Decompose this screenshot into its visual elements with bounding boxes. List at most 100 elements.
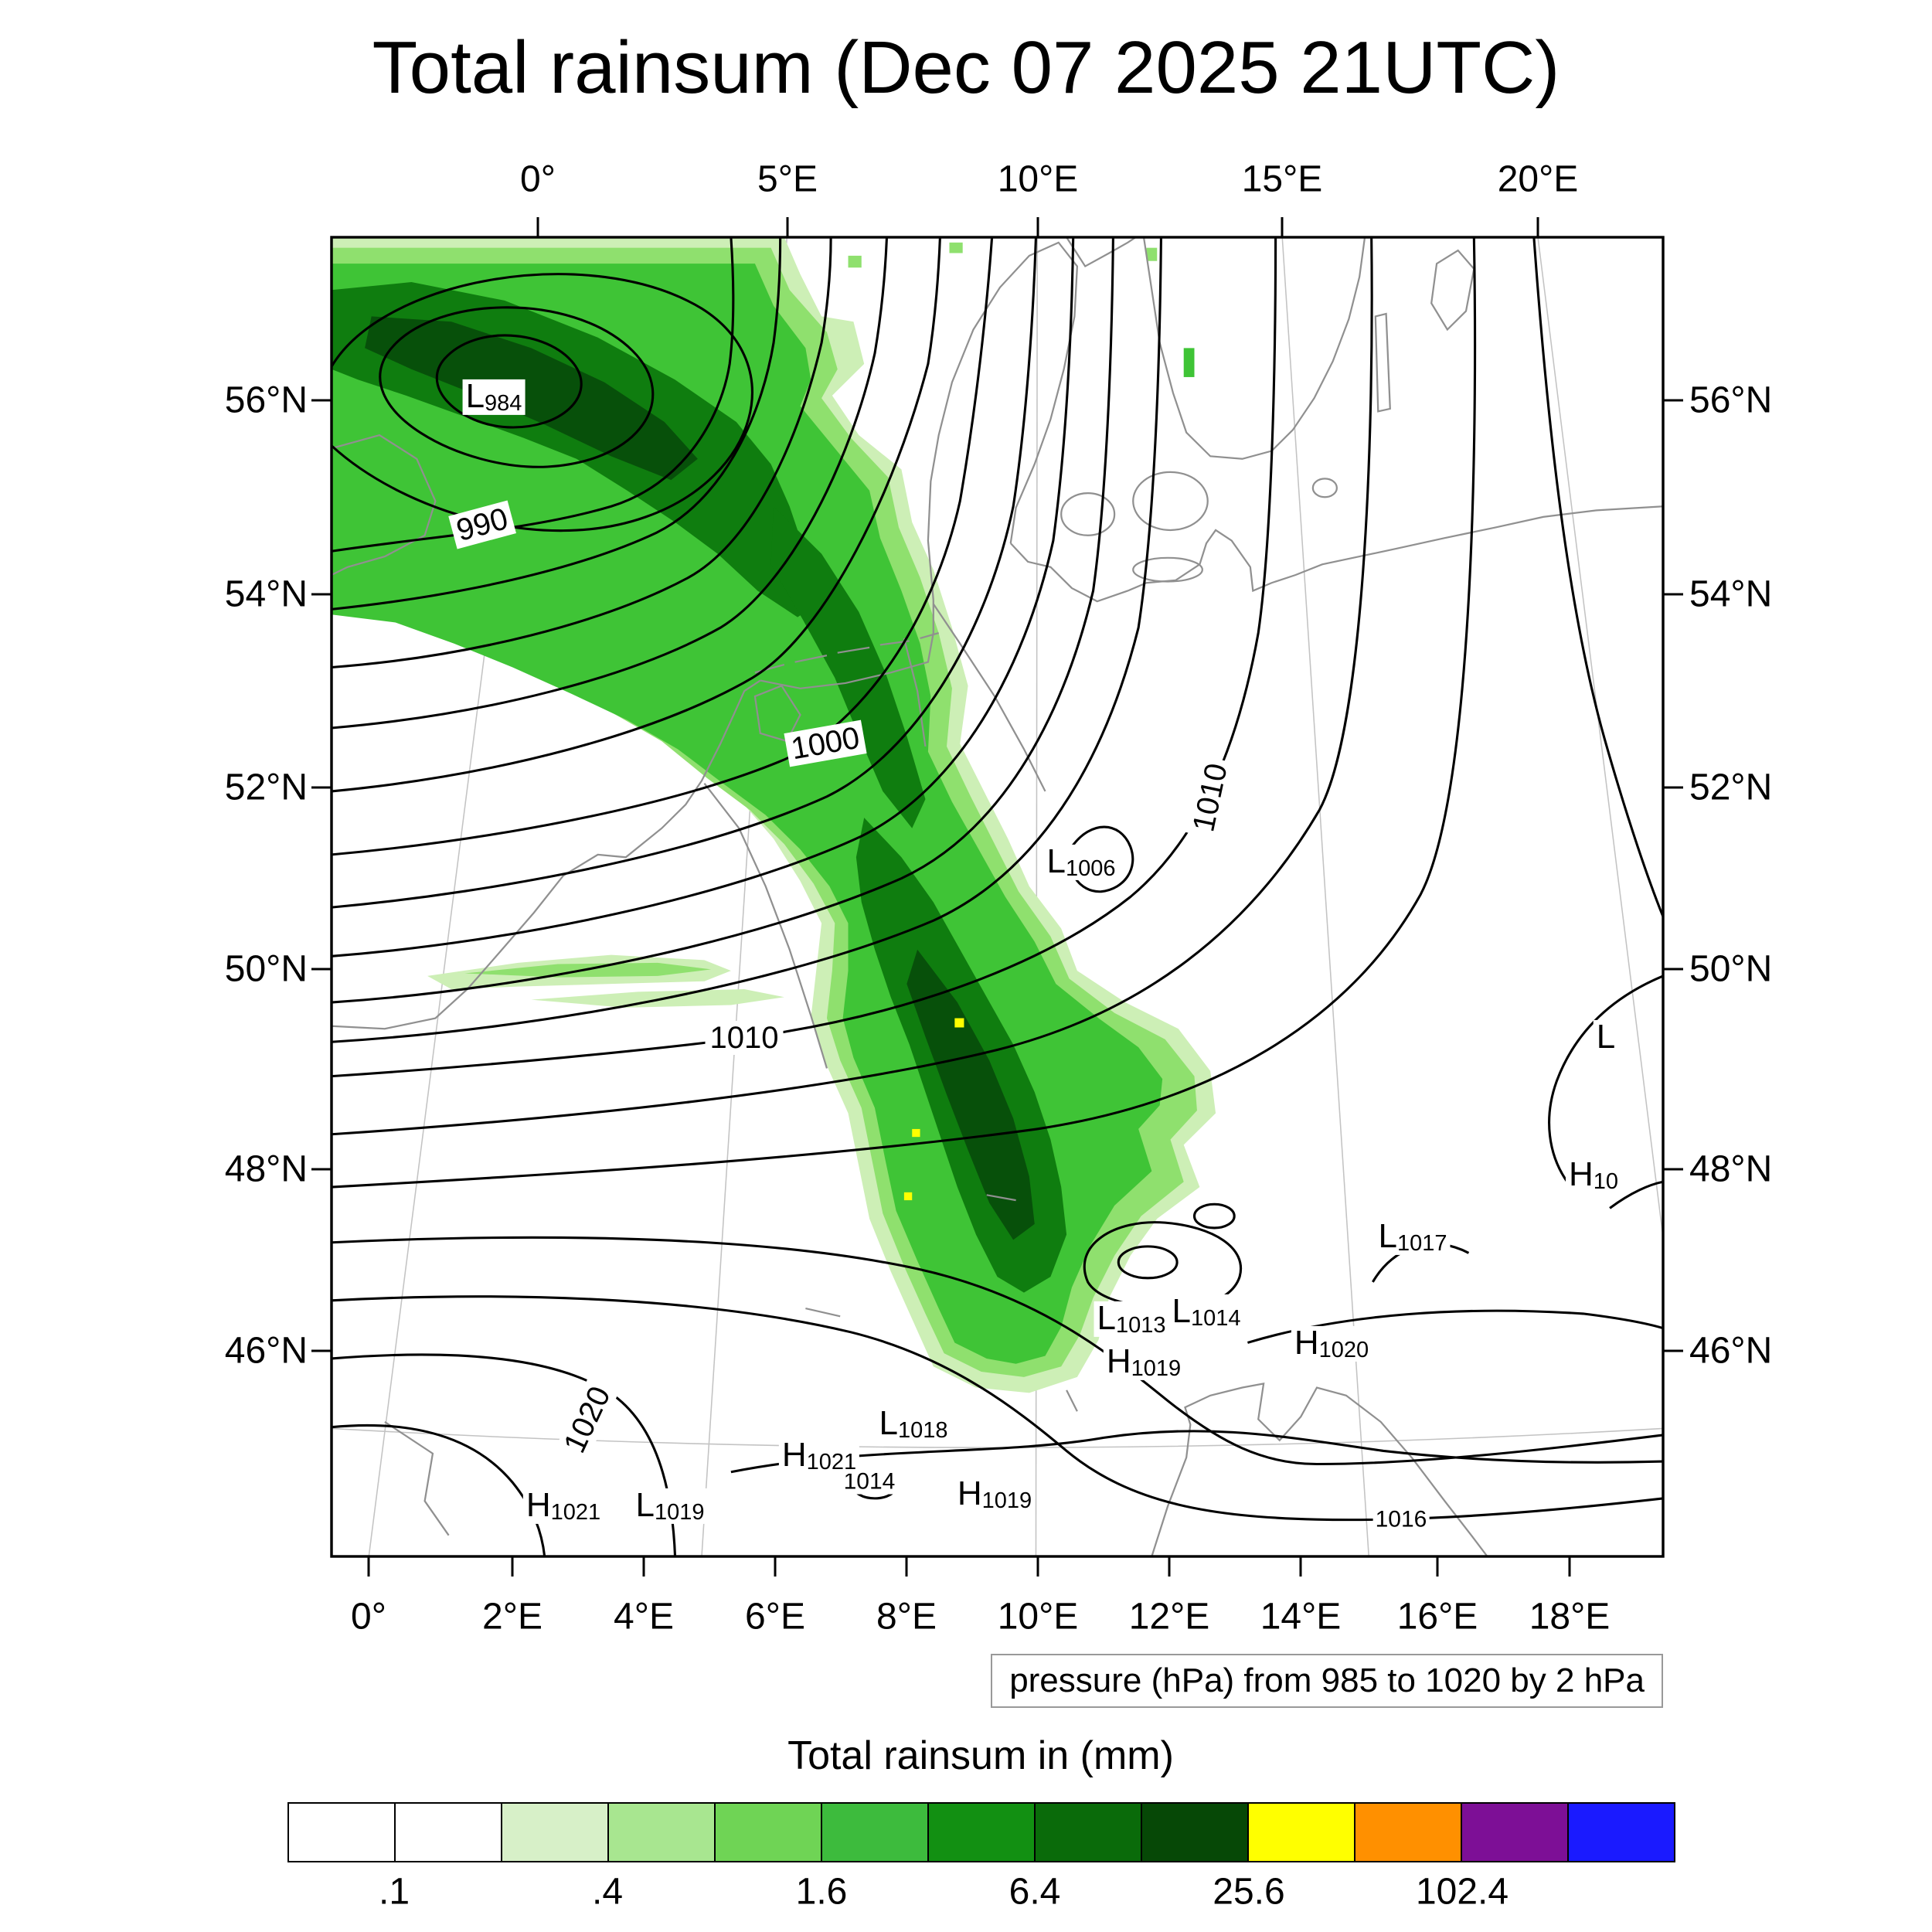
pressure-center-H1021: H1021 [778,1435,860,1475]
colorbar-cell [1247,1804,1354,1861]
pressure-center-H1021b: H1021 [522,1485,604,1526]
colorbar-cell [714,1804,821,1861]
pressure-caption: pressure (hPa) from 985 to 1020 by 2 hPa [991,1654,1663,1708]
colorbar-cell [927,1804,1034,1861]
pressure-letter: H [526,1485,551,1524]
pressure-letter: L [1097,1298,1116,1337]
pressure-letter: L [879,1403,898,1442]
lon-label-bottom: 2°E [482,1596,543,1638]
lon-label-top: 10°E [997,158,1079,200]
colorbar-cell [821,1804,927,1861]
pressure-center-L1013: L1013 [1094,1298,1169,1338]
colorbar-cell [501,1804,607,1861]
colorbar-cell [1567,1804,1674,1861]
page-title: Total rainsum (Dec 07 2025 21UTC) [372,26,1560,109]
lat-label-right: 48°N [1689,1148,1773,1190]
lon-label-bottom: 14°E [1260,1596,1342,1638]
pressure-letter: L [1378,1216,1397,1255]
colorbar-label: 1.6 [795,1871,848,1913]
pressure-letter: L [1596,1017,1616,1056]
pressure-center-H-edge: H10 [1565,1155,1622,1195]
lat-label-left: 54°N [224,573,308,615]
pressure-value: 10 [1593,1169,1619,1195]
pressure-letter: H [781,1435,807,1474]
colorbar-cell [1034,1804,1141,1861]
pressure-letter: H [1106,1342,1131,1380]
precipitation-layer [332,237,1216,1393]
pressure-letter: L [1172,1291,1191,1330]
pressure-letter: L [635,1485,655,1524]
pressure-value: 1014 [1190,1306,1241,1332]
lon-label-bottom: 16°E [1396,1596,1478,1638]
colorbar-label: .4 [591,1871,624,1913]
colorbar-label: 102.4 [1415,1871,1509,1913]
pressure-center-L1006: L1006 [1043,842,1119,882]
colorbar-label: 6.4 [1009,1871,1061,1913]
lat-label-left: 50°N [224,948,308,990]
pressure-center-L1017: L1017 [1375,1216,1451,1257]
lon-label-top: 15°E [1241,158,1323,200]
lat-label-right: 56°N [1689,379,1773,421]
pressure-value: 1021 [806,1450,857,1475]
lon-label-bottom: 4°E [614,1596,674,1638]
colorbar-title: Total rainsum in (mm) [787,1733,1174,1778]
lat-label-right: 46°N [1689,1330,1773,1372]
pressure-center-H1020: H1020 [1291,1323,1372,1363]
pressure-letter: L [1046,842,1066,880]
colorbar-cell [394,1804,501,1861]
lon-label-bottom: 12°E [1128,1596,1210,1638]
pressure-center-H1019: H1019 [1103,1342,1185,1382]
pressure-value: 1006 [1065,856,1116,882]
colorbar-label: .1 [378,1871,410,1913]
isobar-label-1016: 1016 [1372,1506,1430,1532]
colorbar-cell [1141,1804,1247,1861]
lon-label-top: 20°E [1497,158,1579,200]
pressure-letter: H [1294,1323,1319,1362]
isobar-label-1010: 1010 [705,1021,784,1055]
colorbar-cell [1354,1804,1461,1861]
pressure-center-L1018: L1018 [876,1403,951,1444]
pressure-value: 1020 [1318,1338,1369,1363]
lon-label-top: 0° [520,158,556,200]
lat-label-right: 54°N [1689,573,1773,615]
pressure-center-L984: L984 [462,376,526,417]
pressure-value: 1017 [1396,1231,1447,1257]
lon-label-bottom: 0° [351,1596,386,1638]
lon-label-top: 5°E [757,158,818,200]
lat-label-left: 46°N [224,1330,308,1372]
map-area [330,236,1665,1558]
pressure-value: 1019 [981,1488,1032,1514]
pressure-value: 1021 [550,1500,601,1526]
pressure-center-L1014: L1014 [1168,1291,1244,1332]
lon-label-bottom: 8°E [876,1596,937,1638]
lat-label-right: 52°N [1689,767,1773,808]
pressure-value: 984 [485,391,522,417]
lon-label-bottom: 6°E [745,1596,805,1638]
lon-label-bottom: 18°E [1529,1596,1611,1638]
pressure-value: 1013 [1115,1313,1166,1338]
pressure-letter: H [957,1474,982,1512]
colorbar-cell [289,1804,394,1861]
colorbar-cells [287,1802,1675,1862]
tick-marks [311,217,1683,1577]
pressure-center-L-edge: L [1593,1017,1619,1056]
lat-label-left: 56°N [224,379,308,421]
pressure-center-H1019b: H1019 [954,1474,1036,1514]
colorbar-label: 25.6 [1213,1871,1285,1913]
lat-label-right: 50°N [1689,948,1773,990]
pressure-letter: L [465,376,485,415]
coastlines [332,237,1664,1557]
pressure-value: 1018 [897,1418,948,1444]
lon-label-bottom: 10°E [997,1596,1079,1638]
map-frame [330,236,1665,1558]
colorbar-cell [1461,1804,1567,1861]
pressure-center-L1019: L1019 [632,1485,708,1526]
pressure-letter: H [1568,1155,1594,1193]
pressure-value: 1019 [654,1500,705,1526]
pressure-value: 1019 [1131,1356,1182,1382]
colorbar-cell [607,1804,714,1861]
lat-label-left: 52°N [224,767,308,808]
lat-label-left: 48°N [224,1148,308,1190]
